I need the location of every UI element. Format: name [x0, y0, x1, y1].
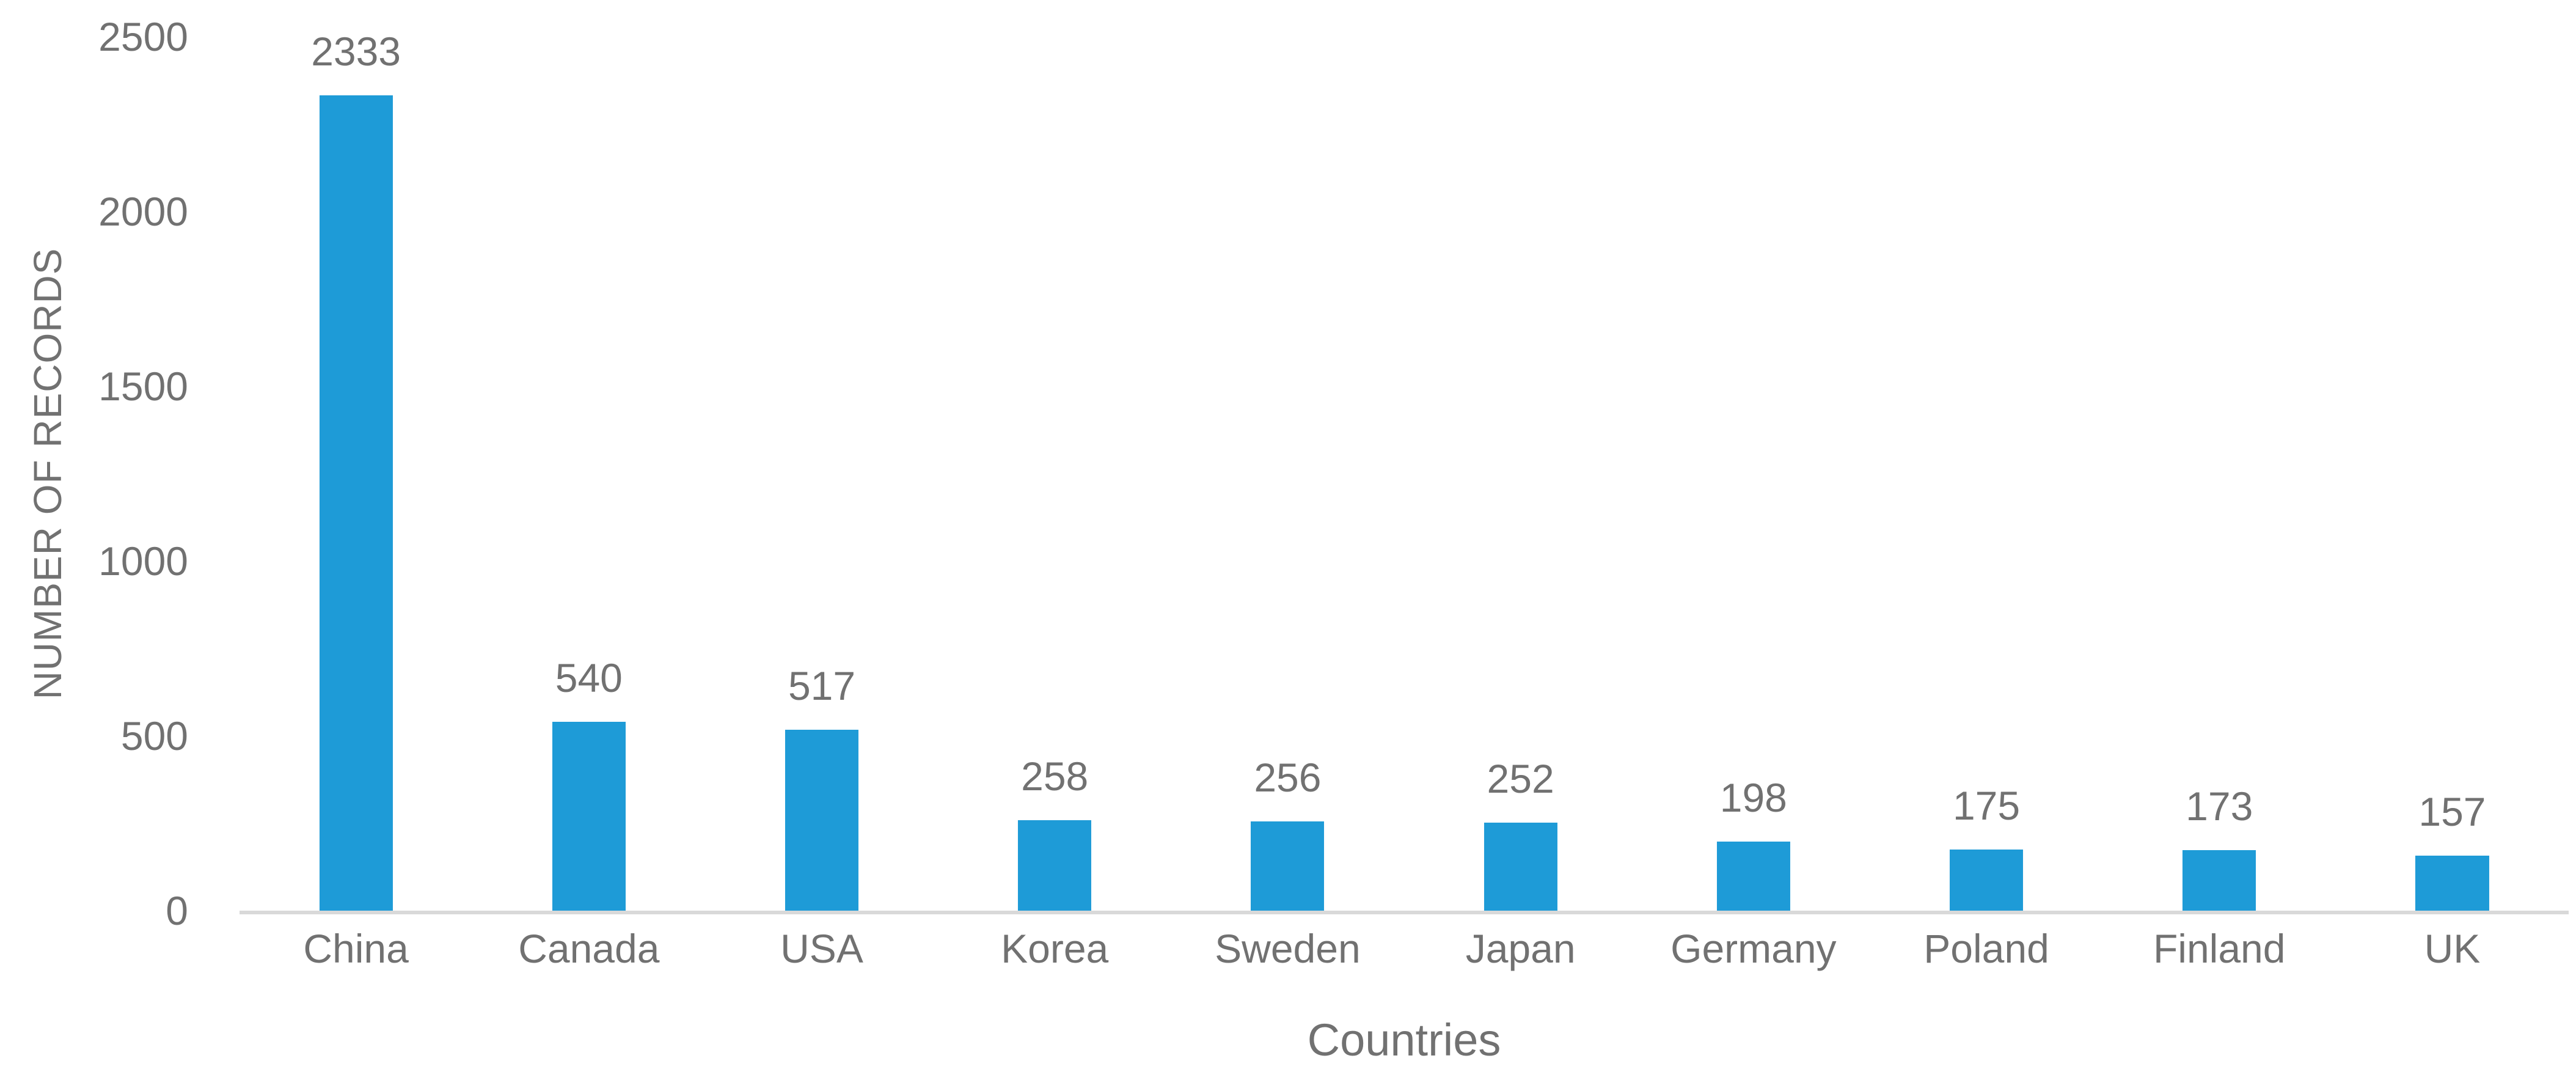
y-tick-label: 0	[166, 888, 188, 933]
value-label: 173	[2186, 784, 2253, 829]
value-label: 256	[1254, 754, 1322, 800]
bar	[785, 730, 859, 911]
bar	[1949, 849, 2024, 911]
bar	[1018, 820, 1092, 911]
category-label: China	[303, 926, 409, 971]
bar-column-korea: 258 Korea	[939, 37, 1171, 971]
bar	[1484, 822, 1557, 911]
value-label: 517	[788, 663, 856, 709]
bar	[1716, 841, 1790, 911]
bar-column-sweden: 256 Sweden	[1171, 37, 1404, 971]
x-axis-line	[240, 911, 2569, 914]
category-label: Sweden	[1215, 926, 1361, 971]
bar-column-china: 2333 China	[240, 31, 472, 971]
y-tick-label: 1000	[98, 538, 188, 584]
category-label: UK	[2424, 926, 2481, 971]
bar	[2415, 856, 2489, 911]
bar	[552, 722, 626, 911]
value-label: 2333	[311, 28, 401, 74]
y-tick-label: 2000	[98, 189, 188, 234]
y-tick-label: 2500	[98, 14, 188, 59]
category-label: USA	[780, 926, 863, 971]
category-label: Canada	[518, 926, 660, 971]
bar-column-uk: 157 UK	[2336, 37, 2569, 971]
bar-column-germany: 198 Germany	[1637, 37, 1870, 971]
y-tick-label: 1500	[98, 364, 188, 409]
value-label: 252	[1487, 755, 1554, 801]
value-label: 540	[555, 655, 623, 701]
category-label: Germany	[1670, 926, 1837, 971]
value-label: 258	[1021, 754, 1089, 799]
bar	[2183, 850, 2256, 911]
bar	[319, 95, 393, 911]
bar-column-finland: 173 Finland	[2103, 37, 2336, 971]
category-label: Korea	[1001, 926, 1109, 971]
plot-area: 2333 China 540 Canada 517 USA 258 Korea 256 Swede…	[240, 31, 2569, 971]
bar-column-japan: 252 Japan	[1404, 37, 1637, 971]
bar	[1251, 821, 1325, 911]
y-axis-title: NUMBER OF RECORDS	[26, 248, 70, 700]
x-axis-title: Countries	[1307, 1015, 1501, 1065]
bar-column-usa: 517 USA	[705, 37, 938, 971]
value-label: 175	[1952, 782, 2021, 828]
category-label: Poland	[1923, 926, 2049, 971]
bar-column-canada: 540 Canada	[472, 37, 705, 971]
value-label: 157	[2418, 789, 2486, 835]
bar-column-poland: 175 Poland	[1870, 37, 2102, 971]
y-tick-label: 500	[120, 713, 188, 758]
category-label: Finland	[2153, 926, 2286, 971]
value-label: 198	[1719, 774, 1787, 820]
category-label: Japan	[1465, 926, 1576, 971]
